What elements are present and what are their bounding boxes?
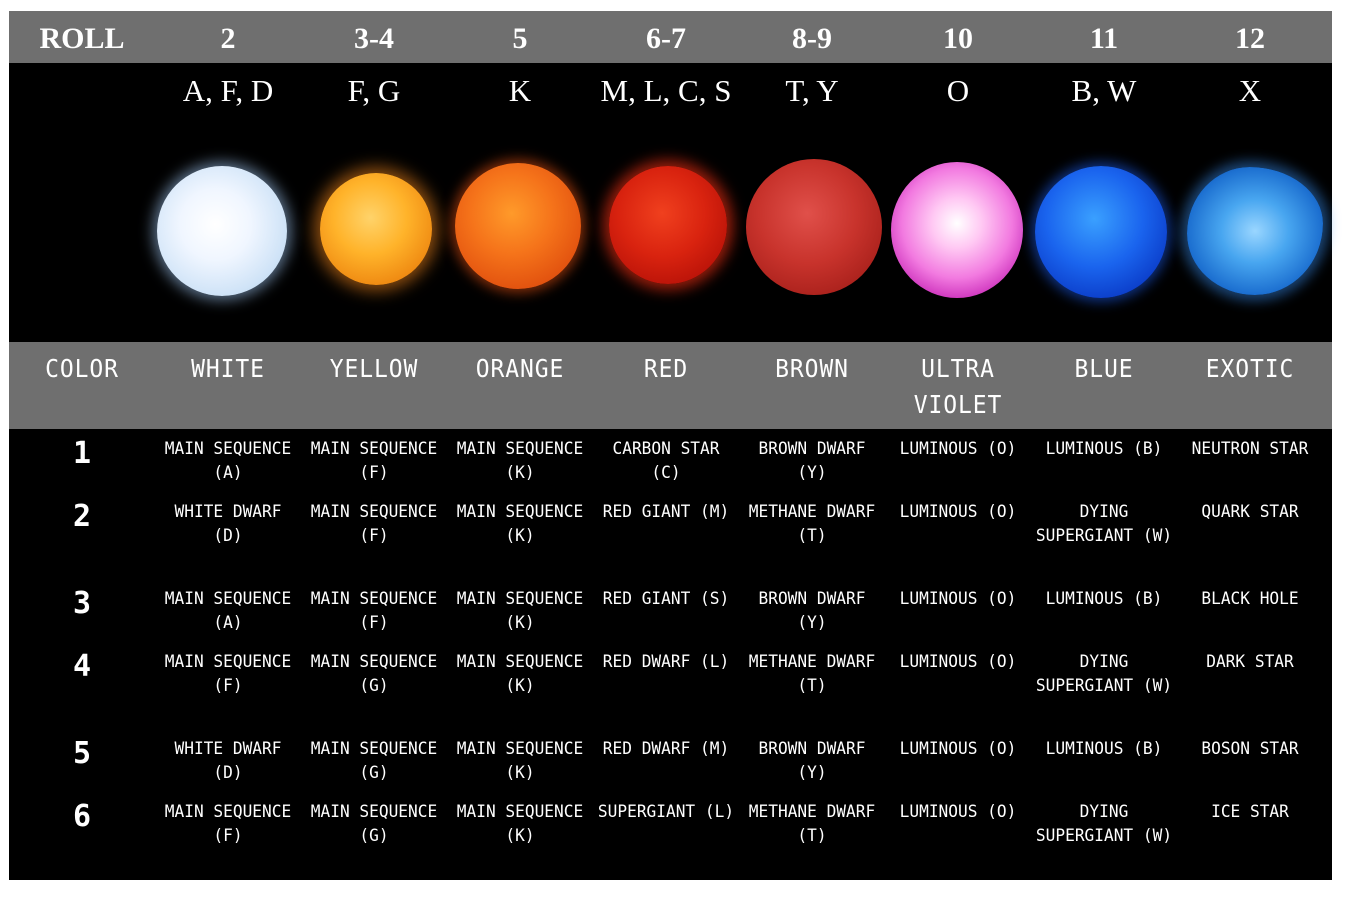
table-cell: MAIN SEQUENCE (G) [310,802,438,846]
color-name: BLUE [1074,354,1134,383]
table-cell: ICE STAR [1211,802,1289,822]
table-cell: MAIN SEQUENCE (G) [310,652,438,696]
table-cell: MAIN SEQUENCE (K) [456,589,584,633]
roll-value: 3-4 [354,22,394,55]
row-roll-number: 1 [72,436,92,471]
spectral-class: T, Y [785,73,839,108]
spectral-class: A, F, D [182,73,274,108]
white-star-image [157,166,287,296]
table-cell: MAIN SEQUENCE (K) [456,502,584,546]
table-cell: SUPERGIANT (L) [597,802,735,822]
row-roll-number: 3 [72,586,92,621]
table-cell: LUMINOUS (O) [899,802,1017,822]
table-cell: QUARK STAR [1201,502,1299,522]
spectral-class: B, W [1071,73,1137,108]
spectral-class: X [1238,73,1262,108]
table-cell: BLACK HOLE [1201,589,1299,609]
color-header-band [9,342,1332,429]
table-cell: MAIN SEQUENCE (A) [164,439,292,483]
table-cell: RED DWARF (L) [602,652,730,672]
table-cell: NEUTRON STAR [1191,439,1309,459]
orange-star-image [455,163,581,289]
row-roll-number: 5 [72,736,92,771]
roll-value: 12 [1235,22,1265,55]
roll-header-band [9,11,1332,63]
table-cell: MAIN SEQUENCE (F) [164,652,292,696]
roll-value: 6-7 [646,22,686,55]
table-cell: LUMINOUS (B) [1045,739,1163,759]
color-header-label: COLOR [45,354,119,383]
table-cell: BROWN DWARF (Y) [758,439,866,483]
spectral-class: O [946,73,970,108]
table-cell: MAIN SEQUENCE (F) [310,502,438,546]
table-cell: METHANE DWARF (T) [748,652,876,696]
table-cell: BROWN DWARF (Y) [758,589,866,633]
table-cell: METHANE DWARF (T) [748,502,876,546]
table-cell: LUMINOUS (O) [899,589,1017,609]
table-cell: METHANE DWARF (T) [748,802,876,846]
table-cell: MAIN SEQUENCE (K) [456,652,584,696]
table-cell: CARBON STAR (C) [612,439,720,483]
table-cell: MAIN SEQUENCE (A) [164,589,292,633]
star-table: ROLL 2 3-4 5 6-7 8-9 10 11 12 A, F, D F,… [9,11,1332,880]
roll-header-label: ROLL [39,22,125,55]
table-cell: DYING SUPERGIANT (W) [1035,502,1173,546]
table-cell: LUMINOUS (O) [899,739,1017,759]
yellow-star-image [320,173,432,285]
spectral-class: M, L, C, S [600,73,732,108]
table-cell: DYING SUPERGIANT (W) [1035,652,1173,696]
brown-star-image [746,159,882,295]
color-name: ORANGE [475,354,565,383]
roll-value: 2 [220,22,236,55]
table-cell: WHITE DWARF (D) [174,739,282,783]
table-cell: MAIN SEQUENCE (K) [456,802,584,846]
table-cell: RED DWARF (M) [602,739,730,759]
table-cell: WHITE DWARF (D) [174,502,282,546]
color-name: YELLOW [329,354,419,383]
spectral-class: F, G [347,73,401,108]
blue-star-image [1035,166,1167,298]
row-roll-number: 6 [72,799,92,834]
table-cell: MAIN SEQUENCE (F) [310,439,438,483]
roll-value: 8-9 [792,22,832,55]
table-cell: LUMINOUS (O) [899,502,1017,522]
exotic-star-image [1187,167,1323,295]
color-name: RED [643,354,689,383]
spectral-class: K [508,73,532,108]
red-star-image [609,166,727,284]
row-roll-number: 2 [72,499,92,534]
table-cell: LUMINOUS (O) [899,652,1017,672]
color-name: ULTRA VIOLET [913,354,1003,419]
table-cell: LUMINOUS (B) [1045,589,1163,609]
roll-value: 10 [943,22,973,55]
table-cell: LUMINOUS (O) [899,439,1017,459]
table-cell: MAIN SEQUENCE (G) [310,739,438,783]
table-cell: MAIN SEQUENCE (K) [456,739,584,783]
table-cell: MAIN SEQUENCE (F) [310,589,438,633]
roll-value: 5 [512,22,528,55]
table-cell: RED GIANT (M) [602,502,730,522]
table-cell: DARK STAR [1206,652,1294,672]
color-name: EXOTIC [1205,354,1295,383]
table-cell: MAIN SEQUENCE (F) [164,802,292,846]
row-roll-number: 4 [72,649,92,684]
table-cell: DYING SUPERGIANT (W) [1035,802,1173,846]
color-name: BROWN [775,354,849,383]
table-cell: BROWN DWARF (Y) [758,739,866,783]
ultraviolet-star-image [891,162,1023,298]
roll-value: 11 [1089,22,1119,55]
color-name: WHITE [191,354,265,383]
table-cell: MAIN SEQUENCE (K) [456,439,584,483]
table-cell: BOSON STAR [1201,739,1299,759]
table-cell: LUMINOUS (B) [1045,439,1163,459]
table-cell: RED GIANT (S) [602,589,730,609]
